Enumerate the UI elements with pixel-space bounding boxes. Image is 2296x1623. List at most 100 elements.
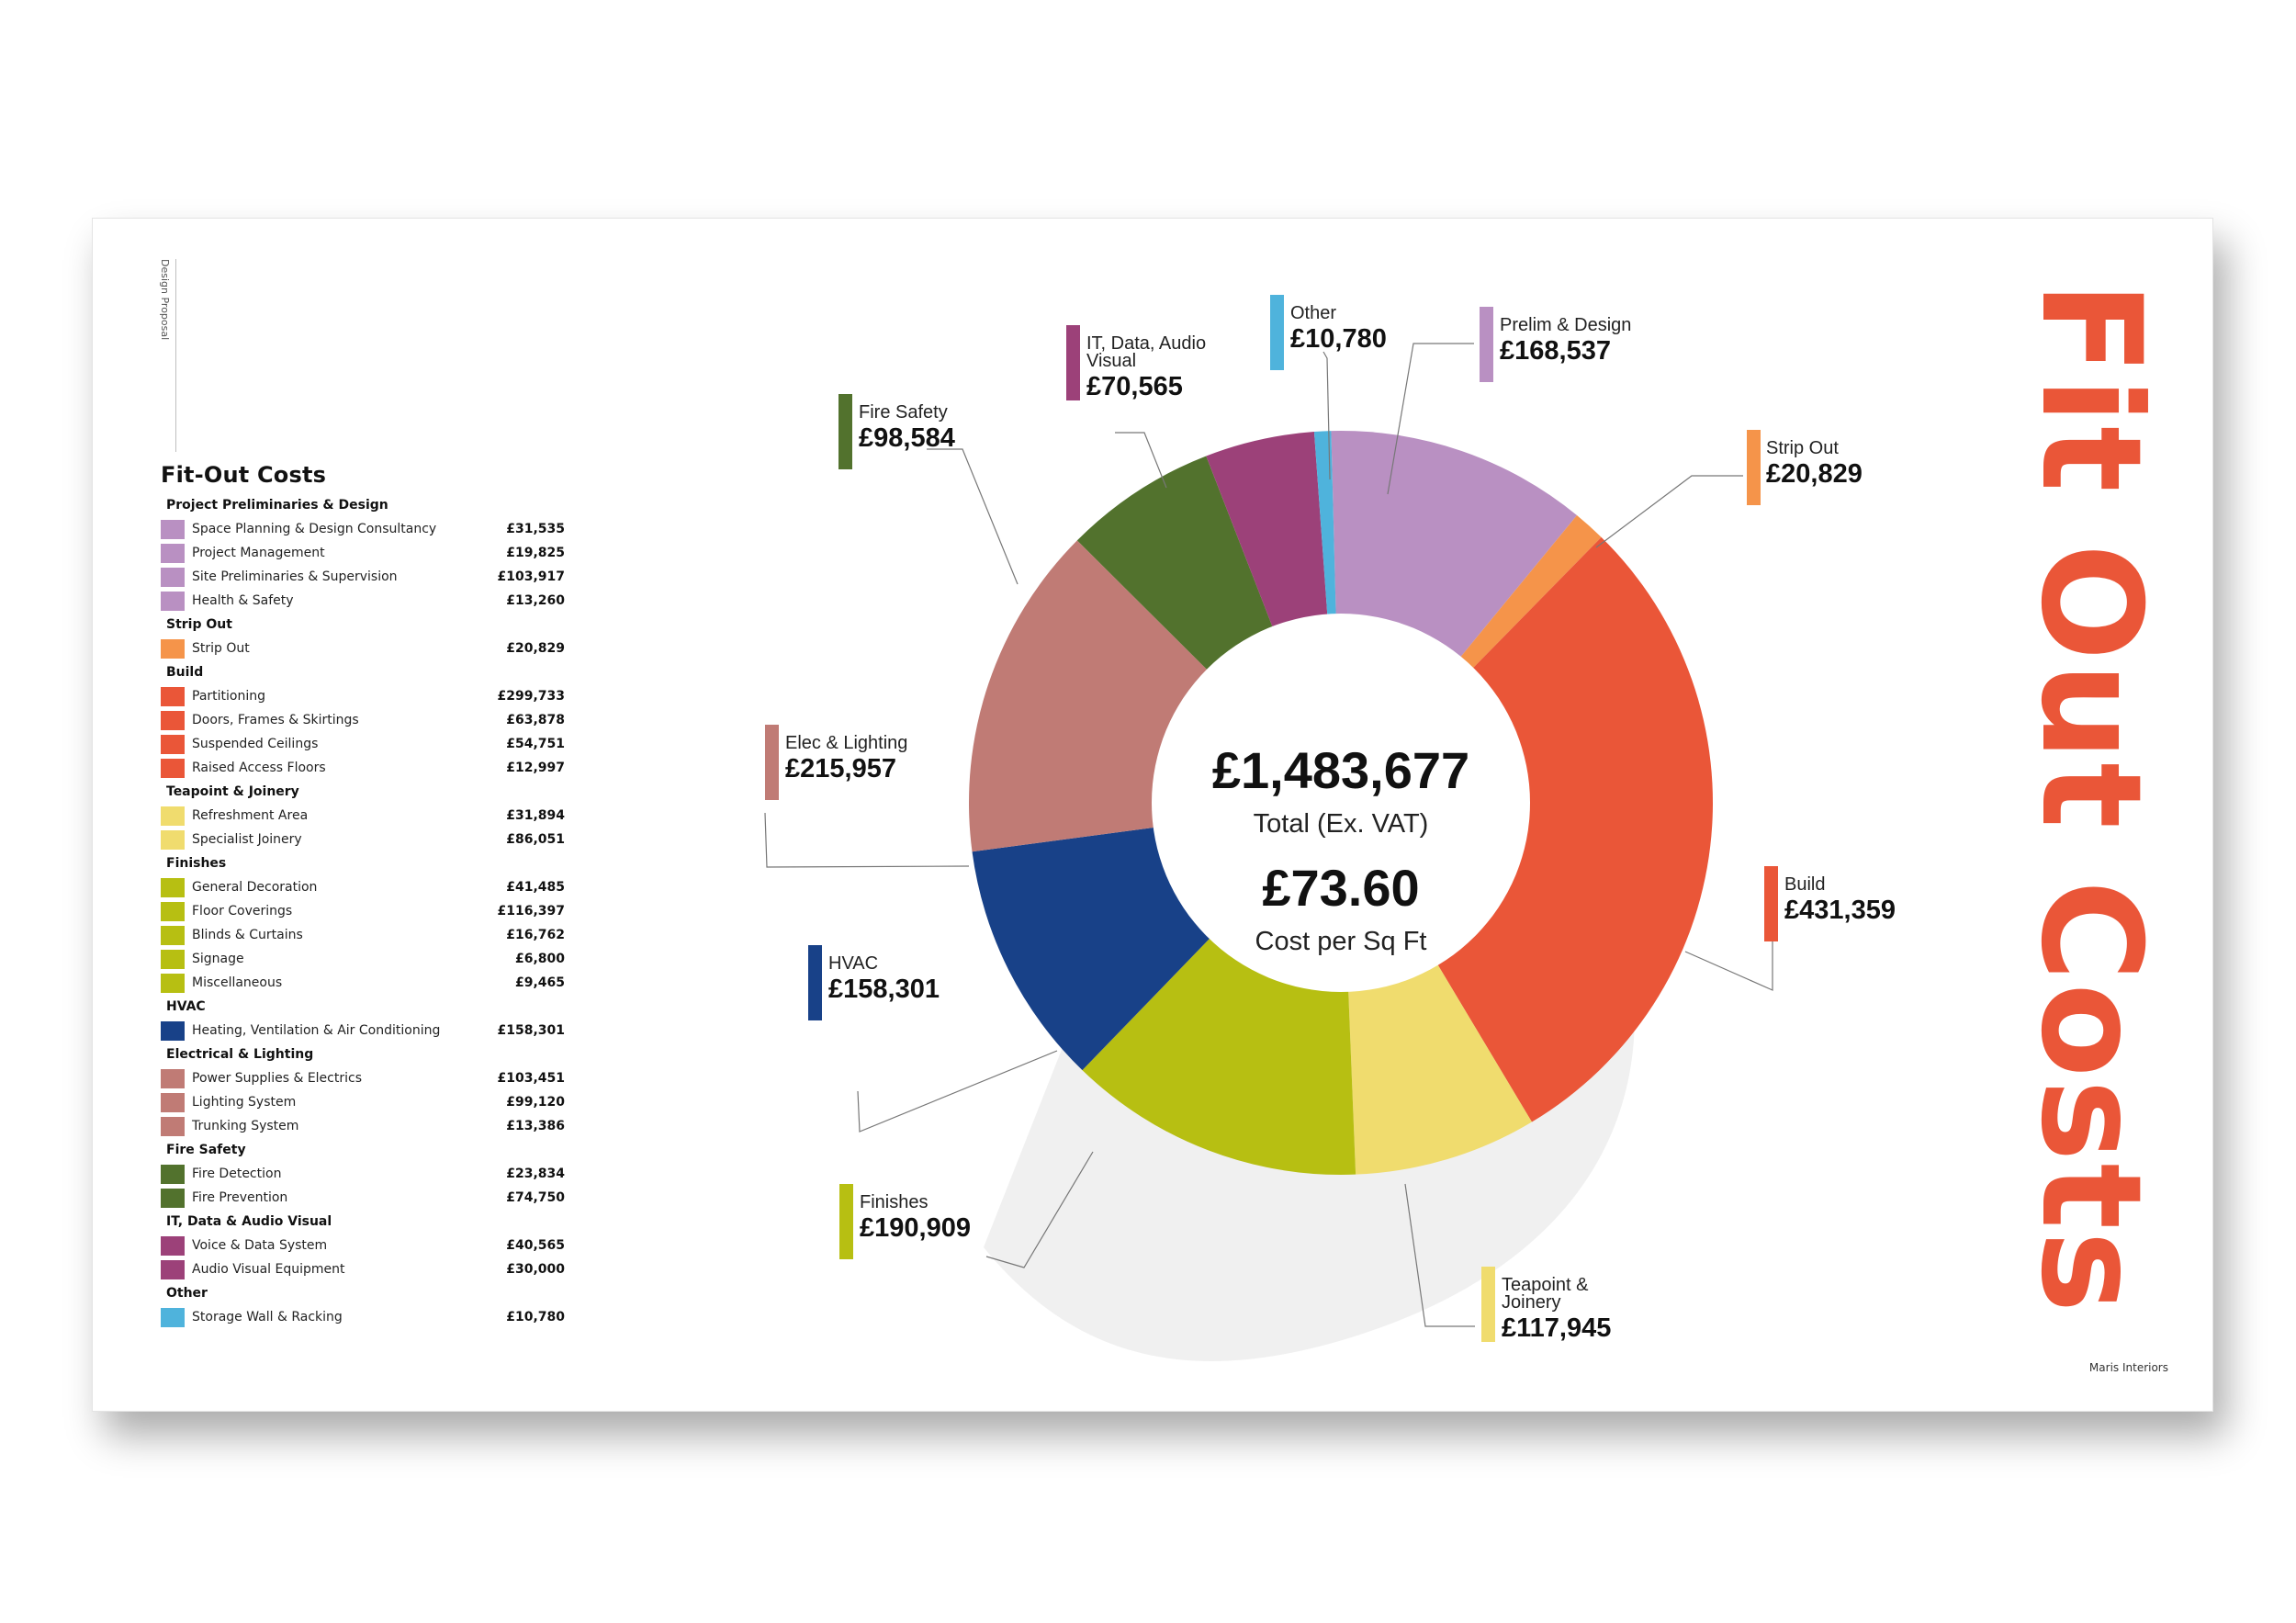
- legend-row: Lighting System £99,120: [161, 1090, 565, 1114]
- cost-legend: Fit-Out Costs Project Preliminaries & De…: [161, 462, 565, 1329]
- label-color-bar: [1747, 430, 1761, 505]
- legend-item-label: Audio Visual Equipment: [192, 1262, 345, 1277]
- legend-item-value: £116,397: [497, 904, 565, 919]
- legend-row: Fire Prevention £74,750: [161, 1186, 565, 1210]
- footer-brand: Maris Interiors: [2088, 1361, 2168, 1374]
- slide-page: Design Proposal Fit-Out Costs Project Pr…: [92, 218, 2213, 1412]
- legend-swatch: [161, 901, 185, 921]
- legend-group-heading: Finishes: [166, 856, 227, 871]
- label-color-bar: [765, 725, 779, 800]
- legend-item-value: £6,800: [514, 952, 565, 966]
- slice-label: Teapoint & Joinery: [1502, 1275, 1589, 1313]
- leader-line: [1595, 475, 1743, 548]
- legend-item-label: Power Supplies & Electrics: [192, 1071, 362, 1086]
- legend-group-heading: Fire Safety: [166, 1143, 246, 1157]
- legend-group-heading: Electrical & Lighting: [166, 1047, 314, 1062]
- legend-swatch: [161, 806, 185, 826]
- legend-item-label: Blinds & Curtains: [192, 928, 303, 942]
- label-color-bar: [838, 394, 852, 469]
- slice-value: £10,780: [1290, 324, 1387, 354]
- legend-item-value: £31,535: [506, 522, 565, 536]
- legend-item-label: Floor Coverings: [192, 904, 293, 919]
- leader-line: [1322, 351, 1331, 480]
- label-color-bar: [1270, 295, 1284, 370]
- legend-item-value: £20,829: [506, 641, 565, 656]
- legend-row: Doors, Frames & Skirtings £63,878: [161, 708, 565, 732]
- legend-swatch: [161, 925, 185, 945]
- legend-group-heading: Project Preliminaries & Design: [166, 498, 388, 513]
- big-title-text: Fit Out Costs: [2010, 281, 2170, 1315]
- legend-row: Miscellaneous £9,465: [161, 971, 565, 995]
- label-color-bar: [1764, 866, 1778, 941]
- legend-item-label: Space Planning & Design Consultancy: [192, 522, 437, 536]
- legend-group-heading: Teapoint & Joinery: [166, 784, 299, 799]
- leader-line: [1404, 1183, 1475, 1327]
- legend-item-label: Project Management: [192, 546, 325, 560]
- legend-swatch: [161, 1235, 185, 1256]
- slice-value: £70,565: [1086, 372, 1183, 401]
- legend-item-label: Health & Safety: [192, 593, 294, 608]
- legend-item-value: £63,878: [506, 713, 565, 727]
- chart-labels: Prelim & Design£168,537 Strip Out£20,829 B…: [765, 295, 1896, 1343]
- legend-swatch: [161, 1116, 185, 1136]
- legend-group-heading: IT, Data & Audio Visual: [166, 1214, 332, 1229]
- legend-title: Fit-Out Costs: [161, 462, 327, 488]
- legend-item-label: Fire Prevention: [192, 1190, 288, 1205]
- legend-row: Partitioning £299,733: [161, 684, 565, 708]
- legend-row: Fire Detection £23,834: [161, 1162, 565, 1186]
- slice-value: £168,537: [1500, 336, 1611, 366]
- label-color-bar: [1480, 307, 1493, 382]
- legend-swatch: [161, 949, 185, 969]
- total-label: Total (Ex. VAT): [1254, 809, 1429, 839]
- legend-item-value: £16,762: [506, 928, 565, 942]
- legend-item-label: Voice & Data System: [192, 1238, 328, 1253]
- legend-row: Raised Access Floors £12,997: [161, 756, 565, 780]
- big-title: Fit Out Costs: [2003, 281, 2187, 1356]
- legend-item-label: Doors, Frames & Skirtings: [192, 713, 359, 727]
- legend-row: Suspended Ceilings £54,751: [161, 732, 565, 756]
- legend-row: Strip Out £20,829: [161, 637, 565, 660]
- legend-row: Signage £6,800: [161, 947, 565, 971]
- leader-line: [1387, 343, 1474, 495]
- legend-group-heading: Strip Out: [166, 617, 232, 632]
- slice-value: £431,359: [1784, 896, 1896, 925]
- legend-item-value: £99,120: [506, 1095, 565, 1110]
- leader-line: [927, 448, 1019, 585]
- legend-row: Specialist Joinery £86,051: [161, 828, 565, 851]
- legend-row: General Decoration £41,485: [161, 875, 565, 899]
- side-label: Design Proposal: [159, 259, 176, 452]
- legend-item-value: £103,917: [497, 569, 565, 584]
- slice-value: £98,584: [859, 423, 955, 453]
- slice-label: HVAC: [828, 953, 878, 974]
- leader-line: [857, 1050, 1058, 1133]
- legend-swatch: [161, 1188, 185, 1208]
- donut-hole: [1152, 614, 1530, 992]
- legend-item-value: £13,386: [506, 1119, 565, 1133]
- legend-swatch: [161, 686, 185, 706]
- legend-row: Trunking System £13,386: [161, 1114, 565, 1138]
- slice-value: £215,957: [785, 754, 896, 783]
- slice-label: IT, Data, Audio Visual: [1086, 333, 1206, 371]
- leader-line: [764, 812, 970, 868]
- legend-item-value: £23,834: [506, 1167, 565, 1181]
- slice-label: Build: [1784, 874, 1825, 895]
- label-color-bar: [1066, 325, 1080, 400]
- legend-row: Health & Safety £13,260: [161, 589, 565, 613]
- legend-row: Storage Wall & Racking £10,780: [161, 1305, 565, 1329]
- legend-item-value: £30,000: [506, 1262, 565, 1277]
- legend-item-value: £158,301: [497, 1023, 565, 1038]
- legend-swatch: [161, 758, 185, 778]
- legend-item-value: £12,997: [506, 761, 565, 775]
- legend-row: Refreshment Area £31,894: [161, 804, 565, 828]
- leader-line: [985, 1151, 1094, 1268]
- legend-item-label: Heating, Ventilation & Air Conditioning: [192, 1023, 441, 1038]
- slice-value: £190,909: [860, 1213, 971, 1243]
- label-color-bar: [1481, 1267, 1495, 1342]
- legend-item-value: £10,780: [506, 1310, 565, 1324]
- leader-line: [1115, 432, 1167, 489]
- legend-swatch: [161, 1164, 185, 1184]
- legend-item-value: £19,825: [506, 546, 565, 560]
- legend-item-value: £41,485: [506, 880, 565, 895]
- legend-row: Heating, Ventilation & Air Conditioning £…: [161, 1019, 565, 1043]
- legend-item-label: Strip Out: [192, 641, 250, 656]
